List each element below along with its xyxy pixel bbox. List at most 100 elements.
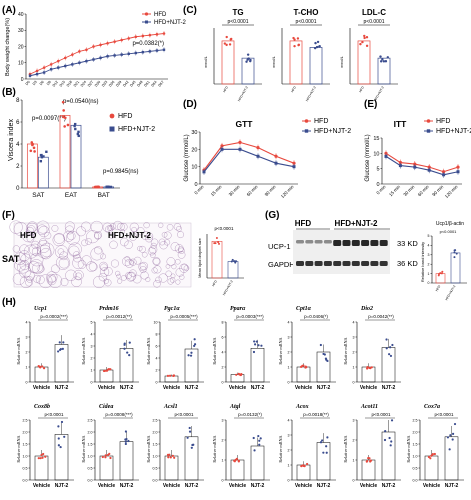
adipocyte-outline [40,247,52,260]
adipocyte-outline [73,269,84,281]
panel-h-ytick-label: 4 [353,320,355,324]
adipocyte-outline [38,274,53,289]
panel-h-ylabel: Relative mRNA [212,337,217,364]
adipocyte-outline [141,231,150,240]
panel-f-point [231,258,234,261]
panel-e-ytick-label: 10 [373,151,379,157]
adipocyte-outline [99,267,110,277]
panel-h-point [385,347,388,350]
panel-h-ytick-label: 3 [288,433,290,437]
adipocyte-outline [14,259,27,272]
panel-a-point-hfd [78,50,81,53]
adipocyte-outline [32,262,44,275]
adipocyte-outline [20,253,32,265]
panel-h-point [193,344,196,348]
panel-h-pvalue: p=0.0003(***) [236,314,264,319]
panel-h-xtick-label: Vehicle [229,385,246,391]
adipocyte-outline [68,242,82,256]
adipocyte-outline [76,226,86,237]
panel-h-point [253,449,256,452]
panel-c-point [223,42,227,45]
adipocyte-outline [94,231,102,239]
panel-h-xtick-label: Vehicle [33,483,50,489]
panel-h-point [109,456,112,460]
adipocyte-outline [132,274,142,284]
panel-h-ytick-label: 3 [288,335,290,339]
blot-band-gapdh [314,261,323,266]
panel-c-point [318,45,321,48]
adipocyte-outline [37,265,45,273]
panel-a-point-njt [120,53,123,56]
panel-h-ylabel: Relative mRNA [212,435,217,462]
panel-letter-c: (C) [183,5,197,16]
panel-h-point [326,436,329,439]
adipocyte-outline [65,225,74,235]
adipocyte-outline [146,232,154,240]
blot-group-njt: HFD+NJT-2 [335,219,378,228]
adipocyte-outline [30,252,44,267]
adipocyte-outline [110,259,119,268]
panel-h-bar [119,441,134,481]
panel-c-point [363,34,366,38]
panel-h-ytick-label: 0.0 [153,478,158,482]
panel-c-xtick-label: HFD [358,85,365,93]
blot-band-gapdh [305,261,314,266]
panel-h-point [325,445,328,448]
adipocyte-outline [94,232,102,240]
panel-a-ytick-label: 0 [21,77,24,83]
panel-h-xtick-label: NJT-2 [382,483,396,489]
panel-b-xtick-label: BAT [98,192,110,199]
adipocyte-outline [28,261,40,274]
panel-d-legend-njt: HFD+NJT-2 [314,128,351,135]
panel-b-bar-hfd [59,115,71,189]
panel-a-point-hfd [99,43,102,47]
panel-b-xtick-label: EAT [65,192,77,199]
panel-h-xtick-label: NJT-2 [120,385,134,391]
panel-d-point-njt [274,161,278,165]
adipocyte-outline [128,232,137,241]
panel-h-gene-title: Cox7a [424,404,440,410]
panel-h-ytick-label: 4 [156,356,158,360]
panel-h-point [167,456,170,459]
panel-h-ytick-label: 2 [222,438,224,442]
panel-d-point-hfd [220,144,224,148]
panel-b-point-hfd [66,123,70,127]
histology-label-njt: HFD+NJT-2 [108,231,151,240]
panel-letter-a: (A) [2,5,16,16]
panel-h-ytick-label: 1.5 [413,442,418,446]
adipocyte-outline [170,242,180,252]
panel-c-point [249,59,252,63]
panel-h-ytick-label: 5 [91,320,93,324]
adipocyte-outline [85,238,92,245]
adipocyte-outline [103,267,113,276]
adipocyte-outline [165,270,172,277]
panel-h-ylabel: Relative mRNA [343,337,348,364]
panel-c-point [316,40,320,44]
adipocyte-outline [177,231,184,239]
blot-band-ucp1 [361,240,370,246]
panel-b-point-hfd [31,143,34,147]
adipocyte-outline [164,239,171,246]
panel-d-xtick-label: 15 min [210,184,223,197]
panel-h-ytick-label: 2.0 [23,430,28,434]
blot-band-gapdh [361,261,370,266]
panel-a-xtick-label: D36 [108,80,115,88]
panel-f-point [234,260,237,263]
panel-h-ytick-label: 0 [91,380,93,384]
adipocyte-outline [141,251,148,258]
adipocyte-outline [127,271,137,281]
panel-b-ytick-label: 6 [16,120,20,126]
panel-a-point-njt [92,58,95,61]
panel-a-xtick-label: D9 [46,80,52,86]
panel-b-point-hfd [30,141,34,144]
panel-h-ylabel: Relative mRNA [343,435,348,462]
panel-a-point-hfd [141,34,145,38]
panel-h-ytick-label: 8 [222,320,224,324]
western-blot-image [293,230,390,274]
adipocyte-outline [140,271,149,280]
panel-h-ytick-label: 2 [353,438,355,442]
adipocyte-outline [98,272,108,282]
panel-c-point [361,40,364,44]
adipocyte-outline [117,222,125,231]
panel-h-point [258,439,261,442]
